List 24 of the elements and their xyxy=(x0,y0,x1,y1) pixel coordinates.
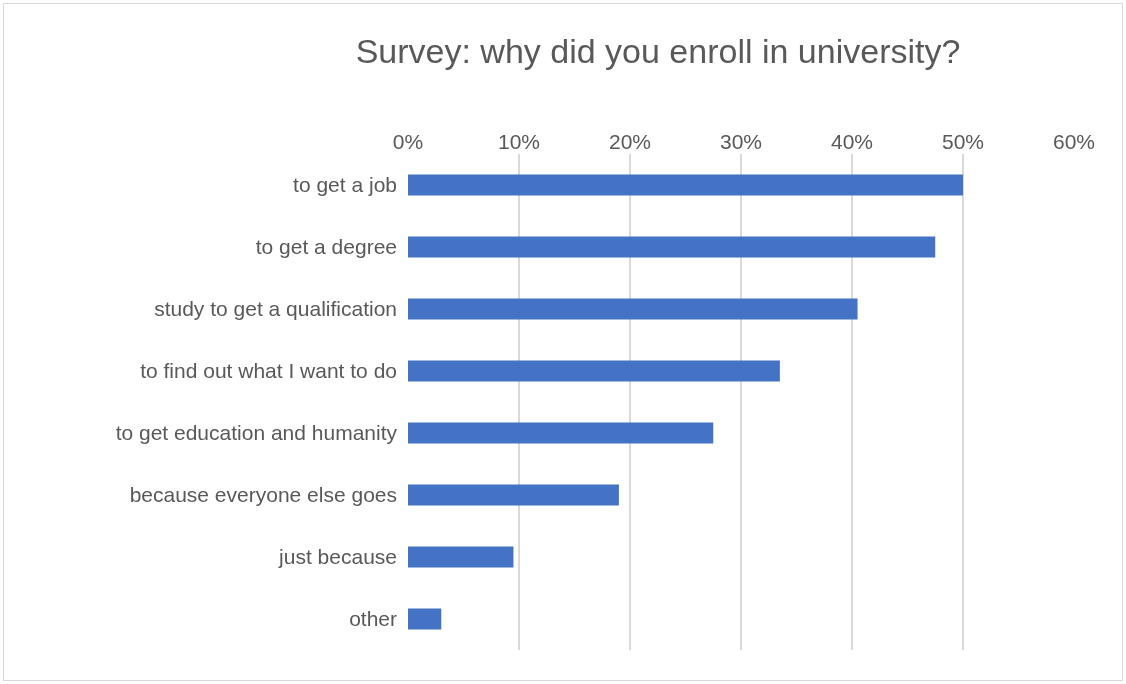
x-tick-label: 30% xyxy=(719,129,763,153)
x-tick-label: 10% xyxy=(497,129,541,153)
bar xyxy=(408,298,858,320)
bar xyxy=(408,484,619,506)
y-tick-label: because everyone else goes xyxy=(129,483,397,507)
bar xyxy=(408,174,963,196)
bar xyxy=(408,608,442,630)
x-tick-label: 40% xyxy=(830,129,874,153)
bar xyxy=(408,236,936,258)
bar xyxy=(408,546,514,568)
y-tick-label: to get a degree xyxy=(255,235,397,259)
x-tick-label: 0% xyxy=(392,129,424,153)
y-tick-label: other xyxy=(349,607,397,631)
y-tick-label: to get education and humanity xyxy=(115,421,398,445)
bar xyxy=(408,422,714,444)
bar xyxy=(408,360,780,382)
y-tick-label: just because xyxy=(278,545,397,569)
y-tick-label: to find out what I want to do xyxy=(140,359,397,383)
chart-title: Survey: why did you enroll in university? xyxy=(355,32,961,71)
y-tick-label: study to get a qualification xyxy=(154,297,397,321)
x-tick-label: 20% xyxy=(608,129,652,153)
y-tick-label: to get a job xyxy=(293,173,397,197)
x-tick-label: 50% xyxy=(941,129,985,153)
x-tick-label: 60% xyxy=(1052,129,1096,153)
